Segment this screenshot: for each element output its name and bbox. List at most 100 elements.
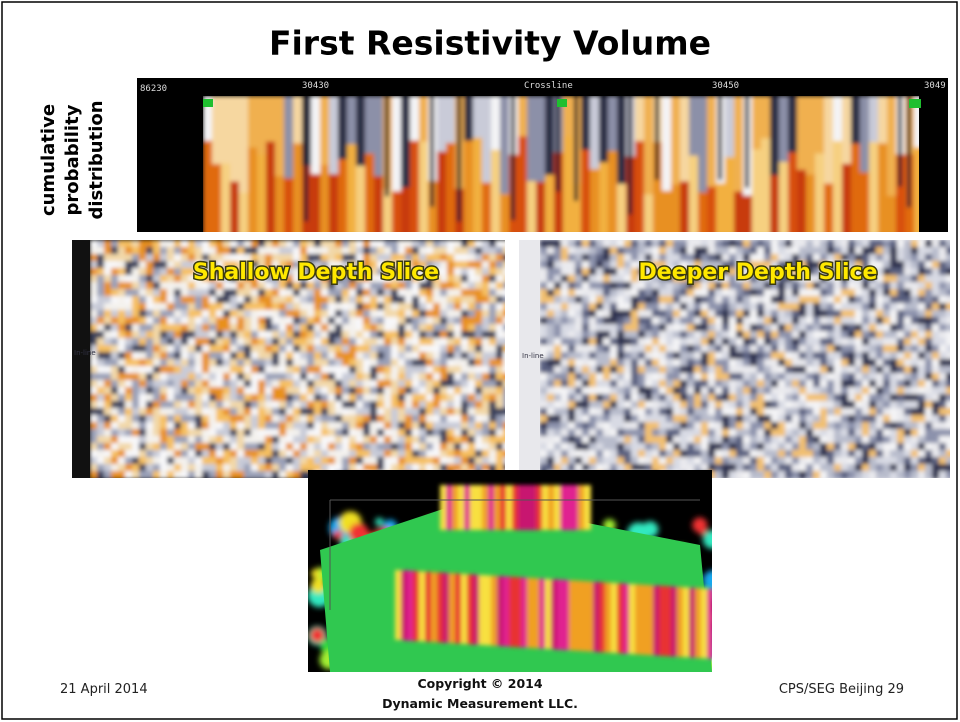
texture: [785, 429, 793, 437]
texture: [904, 429, 912, 437]
texture: [645, 422, 653, 430]
texture: [568, 457, 576, 465]
texture: [876, 296, 884, 304]
texture: [468, 422, 476, 430]
texture: [582, 296, 590, 304]
texture: [743, 436, 751, 444]
texture: [412, 317, 420, 325]
texture: [932, 422, 940, 430]
texture: [272, 450, 280, 458]
texture: [820, 352, 828, 360]
texture: [181, 345, 189, 353]
texture: [904, 443, 912, 451]
texture: [827, 331, 835, 339]
texture: [440, 401, 448, 409]
texture: [174, 394, 182, 402]
texture: [174, 331, 182, 339]
texture: [862, 422, 870, 430]
texture: [890, 415, 898, 423]
texture: [160, 457, 168, 465]
texture: [209, 380, 217, 388]
texture: [412, 303, 420, 311]
texture: [694, 345, 702, 353]
texture: [419, 429, 427, 437]
texture: [307, 387, 315, 395]
texture: [279, 303, 287, 311]
texture: [792, 457, 800, 465]
texture: [729, 436, 737, 444]
texture: [652, 422, 660, 430]
texture: [111, 303, 119, 311]
texture: [799, 359, 807, 367]
texture: [265, 450, 273, 458]
texture: [111, 436, 119, 444]
texture: [475, 415, 483, 423]
texture: [139, 429, 147, 437]
texture: [911, 408, 919, 416]
footer-copyright: Dynamic Measurement LLC.: [382, 696, 578, 711]
texture: [363, 394, 371, 402]
texture: [132, 296, 140, 304]
texture: [694, 324, 702, 332]
texture: [764, 457, 772, 465]
texture: [286, 436, 294, 444]
texture: [750, 394, 758, 402]
texture: [489, 261, 497, 269]
texture: [384, 380, 392, 388]
texture: [792, 338, 800, 346]
texture: [652, 366, 660, 374]
texture: [659, 373, 667, 381]
texture: [342, 296, 350, 304]
texture: [729, 429, 737, 437]
texture: [111, 443, 119, 451]
texture: [174, 261, 182, 269]
texture: [174, 387, 182, 395]
texture: [834, 345, 842, 353]
texture: [848, 415, 856, 423]
texture: [377, 429, 385, 437]
texture: [536, 485, 543, 530]
texture: [806, 240, 814, 248]
texture: [356, 422, 364, 430]
texture: [785, 331, 793, 339]
texture: [911, 359, 919, 367]
texture: [568, 289, 576, 297]
texture: [279, 394, 287, 402]
texture: [265, 387, 273, 395]
texture: [729, 352, 737, 360]
texture: [468, 303, 476, 311]
texture: [437, 152, 447, 236]
texture: [603, 261, 611, 269]
texture: [209, 317, 217, 325]
texture: [181, 310, 189, 318]
texture: [447, 282, 455, 290]
texture: [321, 366, 329, 374]
texture: [139, 401, 147, 409]
texture: [146, 296, 154, 304]
texture: [561, 380, 569, 388]
texture: [680, 394, 688, 402]
texture: [307, 310, 315, 318]
texture: [384, 450, 392, 458]
texture: [729, 247, 737, 255]
texture: [511, 96, 515, 220]
texture: [589, 401, 597, 409]
texture: [125, 254, 133, 262]
texture: [489, 366, 497, 374]
texture: [659, 415, 667, 423]
texture: [209, 296, 217, 304]
texture: [743, 464, 751, 472]
texture: [370, 310, 378, 318]
texture: [778, 338, 786, 346]
texture: [708, 373, 716, 381]
texture: [932, 352, 940, 360]
texture: [454, 443, 462, 451]
texture: [785, 443, 793, 451]
texture: [230, 303, 238, 311]
texture: [258, 443, 266, 451]
texture: [792, 296, 800, 304]
texture: [153, 401, 161, 409]
texture: [377, 422, 385, 430]
texture: [729, 296, 737, 304]
texture: [349, 345, 357, 353]
